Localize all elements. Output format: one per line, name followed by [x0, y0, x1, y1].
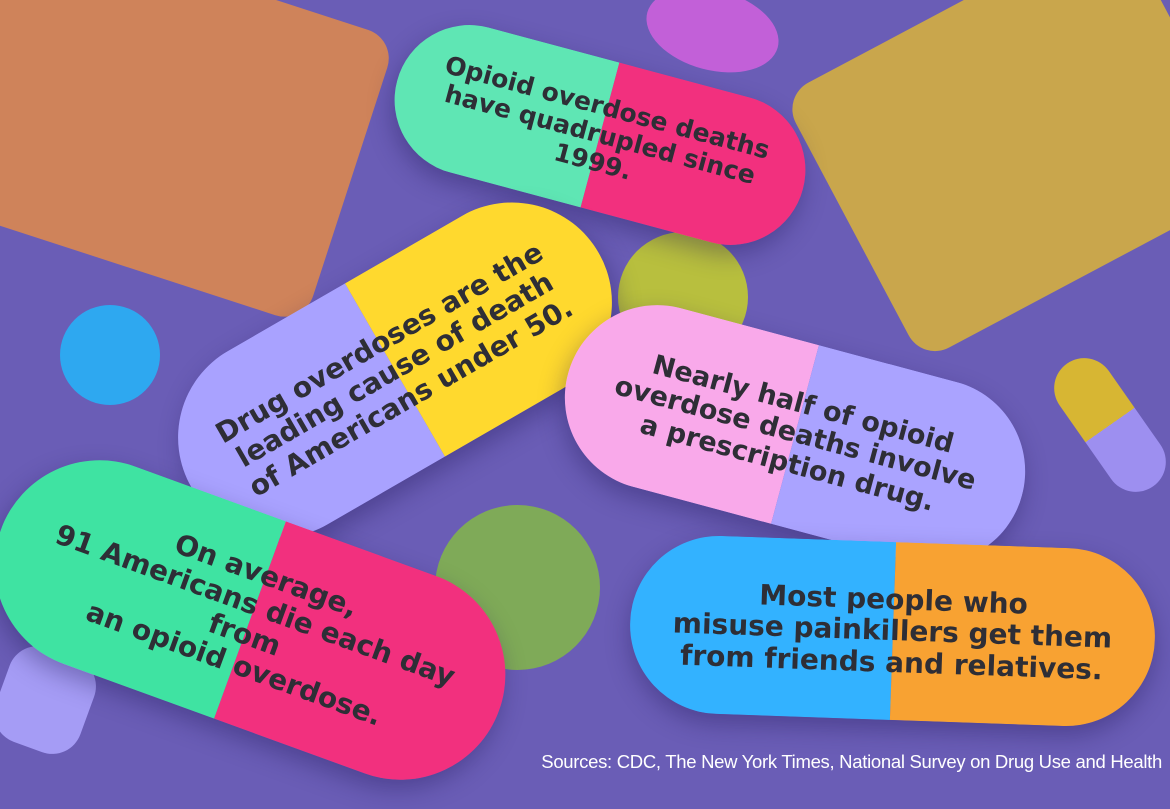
sources-caption: Sources: CDC, The New York Times, Nation… [541, 751, 1162, 772]
round-tablet-blue-decoration [60, 305, 160, 405]
fact-pill-friends-relatives: Most people who misuse painkillers get t… [627, 532, 1158, 730]
fact-text: Most people who misuse painkillers get t… [672, 578, 1113, 687]
pill-bottle-left-decoration [0, 0, 397, 325]
pill-bottle-right-decoration [781, 0, 1170, 362]
capsule-small-decoration [1042, 346, 1170, 504]
